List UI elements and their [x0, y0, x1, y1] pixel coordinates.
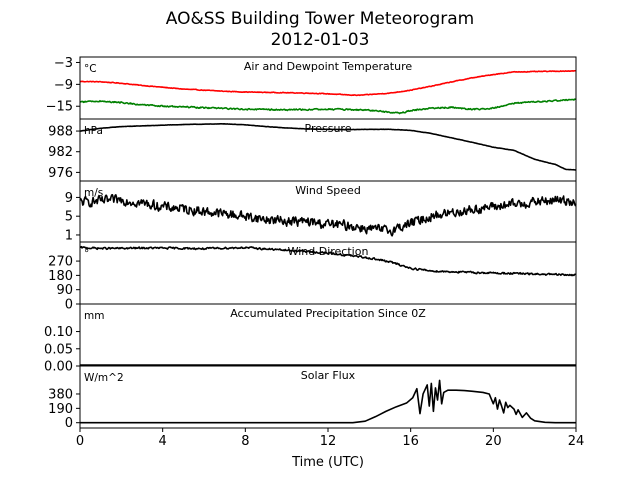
y-tick-label: 988	[48, 125, 73, 140]
series-line-solar-0	[80, 379, 576, 424]
y-tick-label: 380	[48, 387, 73, 402]
series-line-wind_dir-0	[79, 245, 577, 277]
y-tick-label: 0.05	[44, 342, 73, 357]
x-tick-label: 20	[485, 434, 502, 449]
unit-label: m/s	[84, 187, 103, 199]
y-tick-label: 270	[48, 255, 73, 270]
panel-precip: 0.00 0.05 0.10 Accumulated Precipitation Si…	[44, 303, 577, 375]
y-tick-label: 5	[65, 210, 73, 225]
x-axis: 0 4 8 12 16 20 24	[76, 428, 584, 449]
y-tick-label: 190	[48, 402, 73, 417]
x-tick-label: 8	[241, 434, 249, 449]
panels-group: −15 −9 −3 Air and Dewpoint Temperature °C 976…	[44, 56, 577, 431]
y-tick-label: 976	[48, 166, 73, 181]
series-line-temp-1	[79, 98, 577, 115]
x-tick-label: 4	[159, 434, 167, 449]
y-tick-label: 0	[65, 298, 73, 313]
y-tick-label: −9	[54, 78, 73, 93]
y-tick-label: −3	[54, 56, 73, 71]
x-tick-label: 0	[76, 434, 84, 449]
panel-wind_speed: 1 5 9 Wind Speed m/s	[65, 180, 577, 243]
unit-label: °C	[84, 63, 97, 75]
panel-title: Solar Flux	[301, 369, 356, 382]
panel-title: Pressure	[305, 122, 352, 135]
unit-label: hPa	[84, 125, 103, 137]
unit-label: °	[84, 248, 89, 260]
panel-title: Wind Speed	[295, 184, 361, 197]
y-tick-label: 982	[48, 145, 73, 160]
x-tick-label: 24	[568, 434, 585, 449]
y-tick-label: 9	[65, 191, 73, 206]
series-line-pressure-0	[79, 123, 577, 171]
panel-title: Wind Direction	[288, 245, 369, 258]
x-axis-label: Time (UTC)	[291, 455, 364, 470]
panel-title: Air and Dewpoint Temperature	[244, 60, 412, 73]
series-line-temp-0	[79, 69, 577, 97]
x-tick-label: 16	[402, 434, 419, 449]
panel-temp: −15 −9 −3 Air and Dewpoint Temperature °C	[46, 56, 577, 120]
figure-title-line2: 2012-01-03	[271, 30, 370, 50]
y-tick-label: −15	[46, 100, 73, 115]
y-tick-label: 90	[56, 283, 73, 298]
y-tick-label: 1	[65, 228, 73, 243]
unit-label: W/m^2	[84, 372, 124, 384]
unit-label: mm	[84, 310, 104, 322]
panel-title: Accumulated Precipitation Since 0Z	[230, 307, 426, 320]
y-tick-label: 0	[65, 416, 73, 431]
y-tick-label: 180	[48, 269, 73, 284]
y-tick-label: 0.10	[44, 325, 73, 340]
figure-title-line1: AO&SS Building Tower Meteorogram	[166, 9, 474, 29]
series-line-wind_speed-0	[79, 193, 577, 237]
y-tick-label: 0.00	[44, 360, 73, 375]
x-tick-label: 12	[320, 434, 337, 449]
panel-pressure: 976 982 988 Pressure hPa	[48, 118, 577, 182]
